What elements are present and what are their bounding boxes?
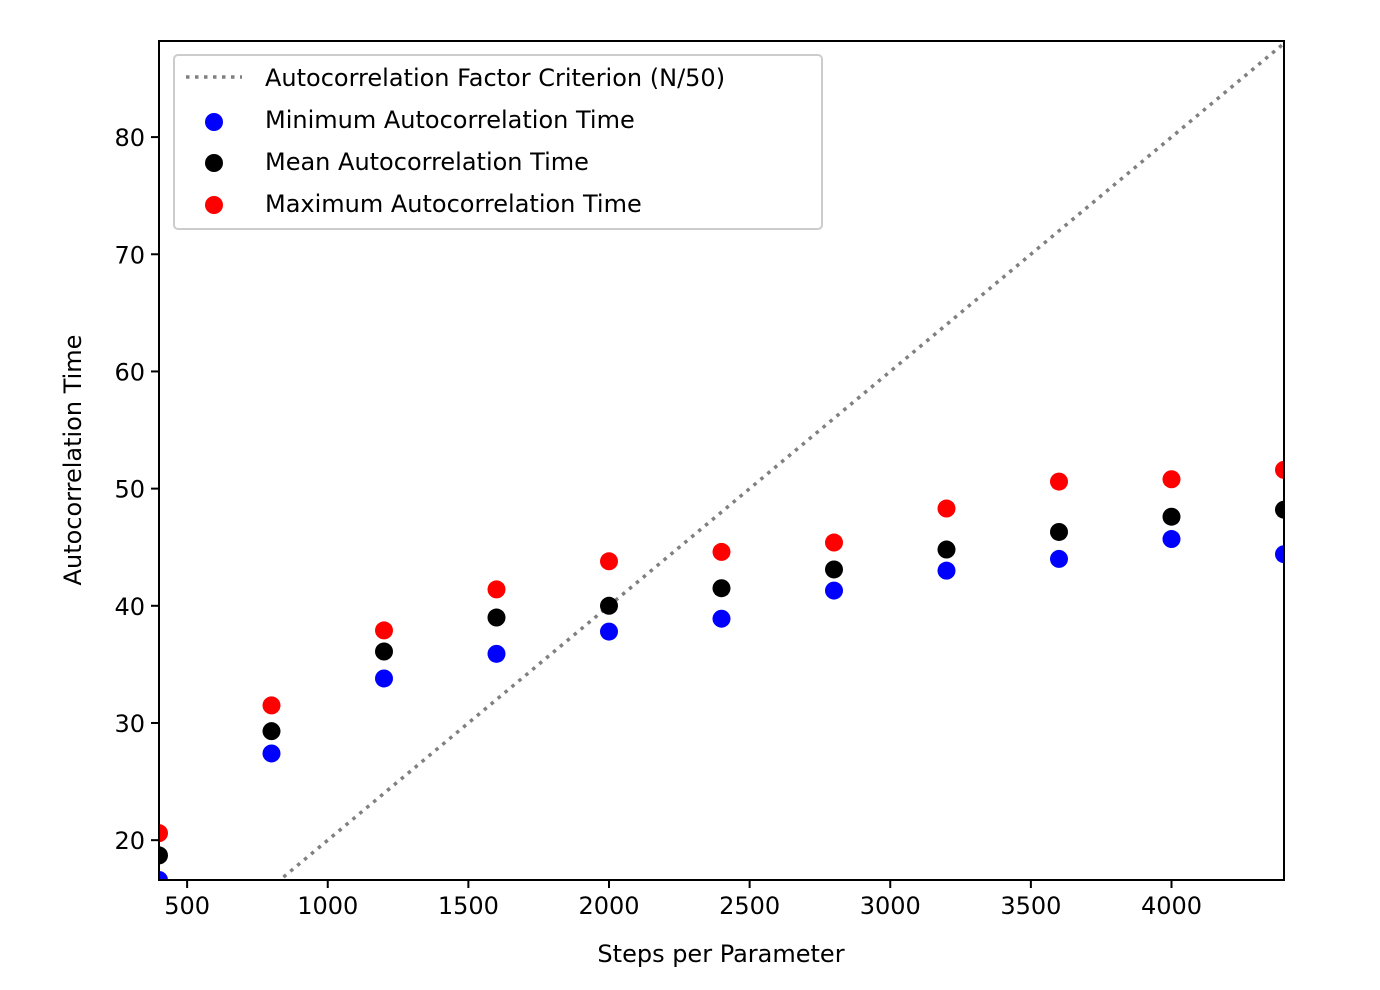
point-minimum [712,609,731,628]
x-tick-label: 3000 [860,892,921,920]
x-tick-label: 1500 [438,892,499,920]
point-mean [1162,507,1181,526]
point-maximum [375,621,393,640]
point-minimum [1162,530,1181,549]
point-mean [937,540,956,559]
point-maximum [159,824,168,843]
legend-label-mean: Mean Autocorrelation Time [265,148,589,176]
y-tick-label: 40 [114,593,145,621]
x-tick-label: 4000 [1141,892,1202,920]
point-mean [375,642,393,661]
x-axis-label: Steps per Parameter [597,940,844,968]
x-ticks: 500 1000 1500 2000 2500 3000 3500 4000 [164,880,1202,920]
plot-frame [158,40,1285,881]
x-tick-label: 2000 [578,892,639,920]
point-maximum [600,552,618,571]
y-tick-label: 70 [114,241,145,269]
point-mean [1050,522,1068,541]
point-minimum [262,744,281,763]
point-maximum [1162,470,1181,489]
point-maximum [937,499,956,518]
legend: Autocorrelation Factor Criterion (N/50) … [173,54,823,230]
point-mean [487,608,506,627]
point-mean [262,722,281,741]
x-tick-label: 2500 [719,892,780,920]
point-minimum [600,622,618,641]
legend-marker-mean [205,154,223,172]
y-tick-label: 80 [114,124,145,152]
point-minimum [825,581,843,600]
point-mean [825,560,843,579]
point-maximum [1275,460,1284,479]
y-tick-label: 20 [114,827,145,855]
x-tick-label: 3500 [1000,892,1061,920]
y-tick-label: 50 [114,476,145,504]
point-mean [712,579,731,598]
point-mean [600,596,618,615]
point-minimum [1275,545,1284,564]
point-minimum [487,644,506,663]
point-maximum [262,696,281,715]
y-axis-label: Autocorrelation Time [59,335,87,586]
data-layer [159,41,1284,880]
legend-marker-minimum [205,113,223,131]
point-minimum [375,669,393,688]
legend-label-minimum: Minimum Autocorrelation Time [265,106,635,134]
point-maximum [487,580,506,599]
legend-box [173,54,823,230]
point-minimum [159,871,168,880]
point-maximum [712,542,731,561]
y-tick-label: 60 [114,358,145,386]
y-ticks: 20 30 40 50 60 70 80 [114,124,159,855]
points-layer [159,460,1284,880]
point-mean [1275,500,1284,519]
legend-label-criterion: Autocorrelation Factor Criterion (N/50) [265,64,725,92]
legend-label-maximum: Maximum Autocorrelation Time [265,190,642,218]
point-minimum [937,561,956,580]
legend-marker-maximum [205,196,223,214]
point-maximum [825,533,843,552]
point-mean [159,846,168,865]
x-tick-label: 500 [164,892,210,920]
x-tick-label: 1000 [297,892,358,920]
point-minimum [1050,549,1068,568]
y-tick-label: 30 [114,710,145,738]
reference-line [277,41,1284,880]
point-maximum [1050,472,1068,491]
